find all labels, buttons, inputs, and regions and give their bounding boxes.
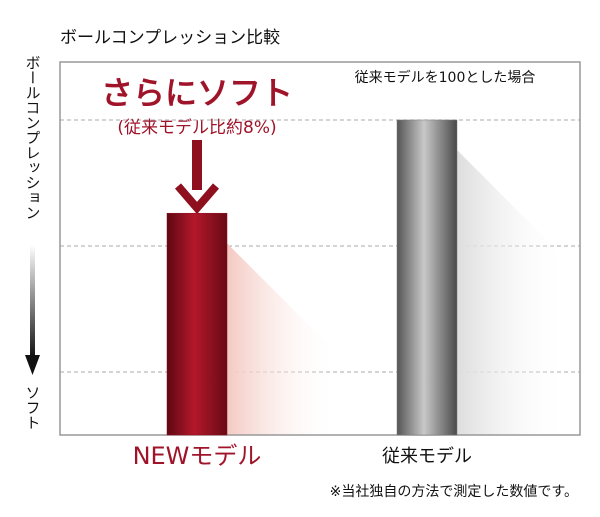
- y-arrow-shaft: [30, 245, 35, 357]
- plot-frame: [59, 61, 581, 436]
- chart-title: ボールコンプレッション比較: [60, 28, 280, 48]
- callout-arrow-shaft: [192, 140, 202, 190]
- callout-note: (従来モデル比約8%): [117, 117, 276, 138]
- x-tick-label: 従来モデル: [382, 446, 472, 467]
- bar: [166, 212, 228, 436]
- callout-title: さらにソフト: [101, 74, 293, 112]
- x-tick-label: NEWモデル: [133, 442, 262, 470]
- annotation: 従来モデルを100とした場合: [355, 69, 536, 86]
- y-direction-label: ソフト: [24, 385, 42, 430]
- bar: [396, 119, 458, 436]
- y-arrow-head: [25, 355, 40, 375]
- callout-arrow-head: [174, 183, 220, 215]
- footnote: ※当社独自の方法で測定した数値です。: [330, 484, 578, 500]
- y-axis-label: ボールコンプレッション: [24, 55, 42, 220]
- bar-shadow: [457, 149, 567, 435]
- bar-shadow: [227, 243, 337, 435]
